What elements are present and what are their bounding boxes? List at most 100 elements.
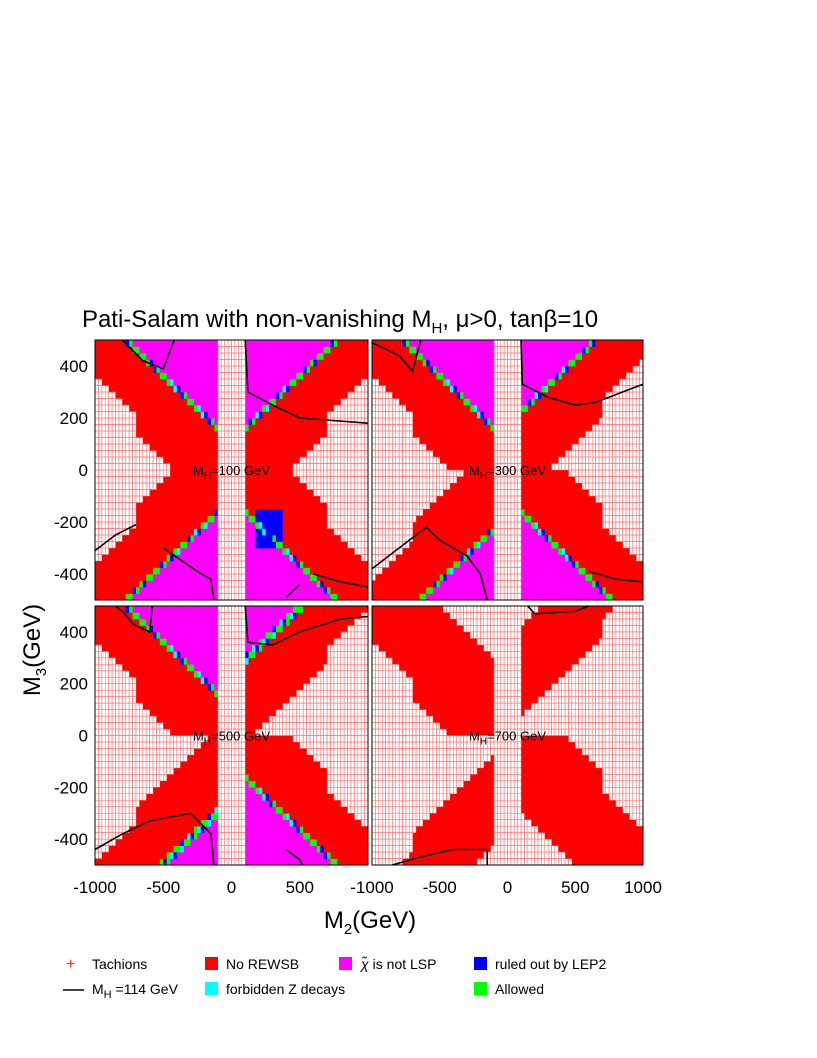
no-rewsb-cell (405, 554, 410, 562)
no-rewsb-cell (399, 392, 403, 399)
not-lsp-cell (432, 593, 437, 601)
no-rewsb-cell (296, 392, 301, 399)
not-lsp-cell (524, 580, 529, 588)
no-rewsb-cell (122, 587, 127, 594)
no-rewsb-cell (568, 385, 573, 393)
not-lsp-cell (265, 548, 270, 555)
no-rewsb-cell (477, 476, 481, 484)
no-rewsb-cell (561, 418, 566, 425)
no-rewsb-cell (333, 372, 338, 380)
not-lsp-cell (200, 385, 205, 393)
not-lsp-cell (456, 574, 461, 581)
not-lsp-cell (282, 372, 287, 380)
no-rewsb-cell (292, 541, 297, 549)
not-lsp-cell (159, 587, 164, 594)
no-rewsb-cell (460, 457, 464, 464)
not-lsp-cell (548, 574, 552, 581)
not-lsp-cell (214, 385, 219, 393)
no-rewsb-cell (159, 392, 164, 399)
no-rewsb-cell (156, 502, 161, 510)
no-rewsb-cell (466, 483, 471, 490)
no-rewsb-cell (585, 509, 590, 516)
not-lsp-cell (443, 587, 447, 594)
not-lsp-cell (453, 359, 458, 367)
no-rewsb-cell (446, 561, 451, 568)
not-lsp-cell (490, 574, 495, 581)
not-lsp-cell (453, 593, 458, 601)
no-rewsb-cell (282, 392, 287, 399)
no-rewsb-cell (183, 463, 188, 471)
no-rewsb-cell (323, 405, 328, 412)
allowed-cell (422, 359, 427, 367)
no-rewsb-cell (480, 444, 485, 451)
not-lsp-cell (265, 554, 270, 562)
no-rewsb-cell (521, 476, 525, 484)
no-rewsb-cell (327, 541, 331, 549)
no-rewsb-cell (292, 457, 297, 464)
not-lsp-cell (446, 593, 451, 601)
no-rewsb-cell (156, 418, 161, 425)
no-rewsb-cell (176, 528, 181, 536)
no-rewsb-cell (197, 457, 202, 464)
not-lsp-cell (548, 346, 552, 354)
no-rewsb-cell (101, 567, 106, 575)
no-rewsb-cell (187, 450, 191, 458)
not-lsp-cell (537, 366, 542, 373)
no-rewsb-cell (443, 502, 447, 510)
no-rewsb-cell (419, 515, 424, 523)
no-rewsb-cell (166, 392, 171, 399)
not-lsp-cell (320, 593, 324, 601)
no-rewsb-cell (265, 496, 270, 503)
no-rewsb-cell (275, 457, 280, 464)
no-rewsb-cell (354, 353, 359, 360)
not-lsp-cell (551, 567, 556, 575)
no-rewsb-cell (316, 509, 321, 516)
no-rewsb-cell (303, 398, 307, 406)
no-rewsb-cell (200, 483, 205, 490)
no-rewsb-cell (299, 554, 304, 562)
lep2-cell (176, 385, 181, 393)
no-rewsb-cell (554, 509, 559, 516)
not-lsp-cell (156, 574, 161, 581)
no-rewsb-cell (275, 444, 280, 451)
no-rewsb-cell (524, 483, 529, 490)
no-rewsb-cell (402, 580, 407, 588)
no-rewsb-cell (416, 580, 420, 588)
no-rewsb-cell (272, 411, 277, 419)
no-rewsb-cell (409, 587, 413, 594)
allowed-cell (527, 515, 532, 523)
not-lsp-cell (456, 372, 461, 380)
not-lsp-cell (187, 385, 191, 393)
z-decays-cell (173, 385, 178, 393)
not-lsp-cell (460, 587, 464, 594)
not-lsp-cell (534, 346, 539, 354)
no-rewsb-cell (207, 509, 212, 516)
no-rewsb-cell (303, 450, 307, 458)
not-lsp-cell (245, 541, 249, 549)
no-rewsb-cell (272, 483, 277, 490)
no-rewsb-cell (251, 509, 256, 516)
no-rewsb-cell (316, 366, 321, 373)
no-rewsb-cell (551, 515, 556, 523)
not-lsp-cell (487, 379, 491, 386)
no-rewsb-cell (190, 515, 195, 523)
not-lsp-cell (521, 515, 525, 523)
no-rewsb-cell (214, 457, 219, 464)
no-rewsb-cell (521, 431, 525, 438)
not-lsp-cell (477, 340, 481, 347)
not-lsp-cell (554, 353, 559, 360)
no-rewsb-cell (306, 522, 311, 529)
no-rewsb-cell (292, 444, 297, 451)
no-rewsb-cell (200, 424, 205, 432)
no-rewsb-cell (330, 385, 335, 393)
no-rewsb-cell (170, 431, 174, 438)
no-rewsb-cell (156, 385, 161, 393)
no-rewsb-cell (548, 476, 552, 484)
not-lsp-cell (272, 593, 277, 601)
no-rewsb-cell (426, 535, 430, 542)
no-rewsb-cell (490, 431, 495, 438)
not-lsp-cell (561, 359, 566, 367)
lep2-cell (483, 418, 488, 425)
no-rewsb-cell (269, 450, 273, 458)
not-lsp-cell (170, 353, 174, 360)
